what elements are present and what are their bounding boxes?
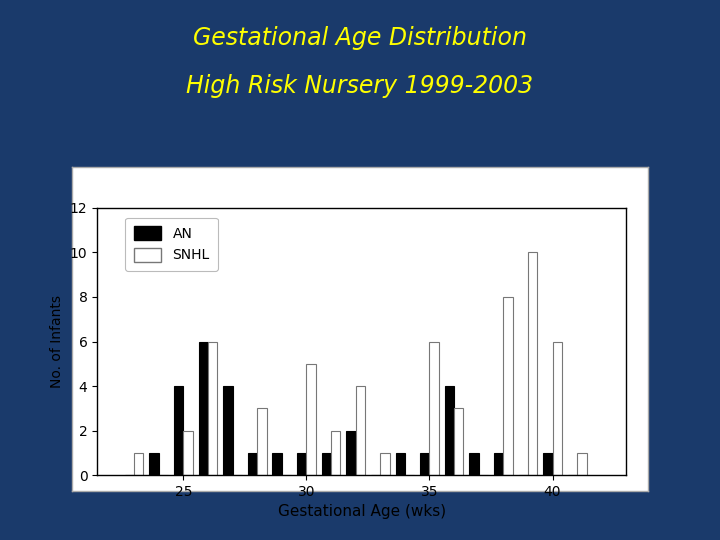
Bar	[503, 297, 513, 475]
Bar	[552, 342, 562, 475]
Bar	[149, 453, 158, 475]
Bar	[331, 431, 341, 475]
Bar	[395, 453, 405, 475]
Text: High Risk Nursery 1999-2003: High Risk Nursery 1999-2003	[186, 75, 534, 98]
Bar	[174, 386, 184, 475]
Bar	[380, 453, 390, 475]
Bar	[494, 453, 503, 475]
Bar	[272, 453, 282, 475]
Legend: AN, SNHL: AN, SNHL	[125, 218, 218, 271]
Text: Gestational Age Distribution: Gestational Age Distribution	[193, 26, 527, 50]
Bar	[420, 453, 430, 475]
Bar	[134, 453, 143, 475]
X-axis label: Gestational Age (wks): Gestational Age (wks)	[278, 504, 446, 519]
Bar	[528, 252, 537, 475]
Bar	[297, 453, 307, 475]
Bar	[543, 453, 552, 475]
Bar	[577, 453, 587, 475]
Bar	[199, 342, 208, 475]
Bar	[469, 453, 479, 475]
Bar	[322, 453, 331, 475]
Bar	[430, 342, 439, 475]
Bar	[346, 431, 356, 475]
Bar	[257, 408, 266, 475]
Bar	[184, 431, 193, 475]
Bar	[307, 364, 316, 475]
Y-axis label: No. of Infants: No. of Infants	[50, 295, 64, 388]
Bar	[454, 408, 464, 475]
Bar	[248, 453, 257, 475]
Bar	[445, 386, 454, 475]
Bar	[208, 342, 217, 475]
Bar	[223, 386, 233, 475]
Bar	[356, 386, 365, 475]
